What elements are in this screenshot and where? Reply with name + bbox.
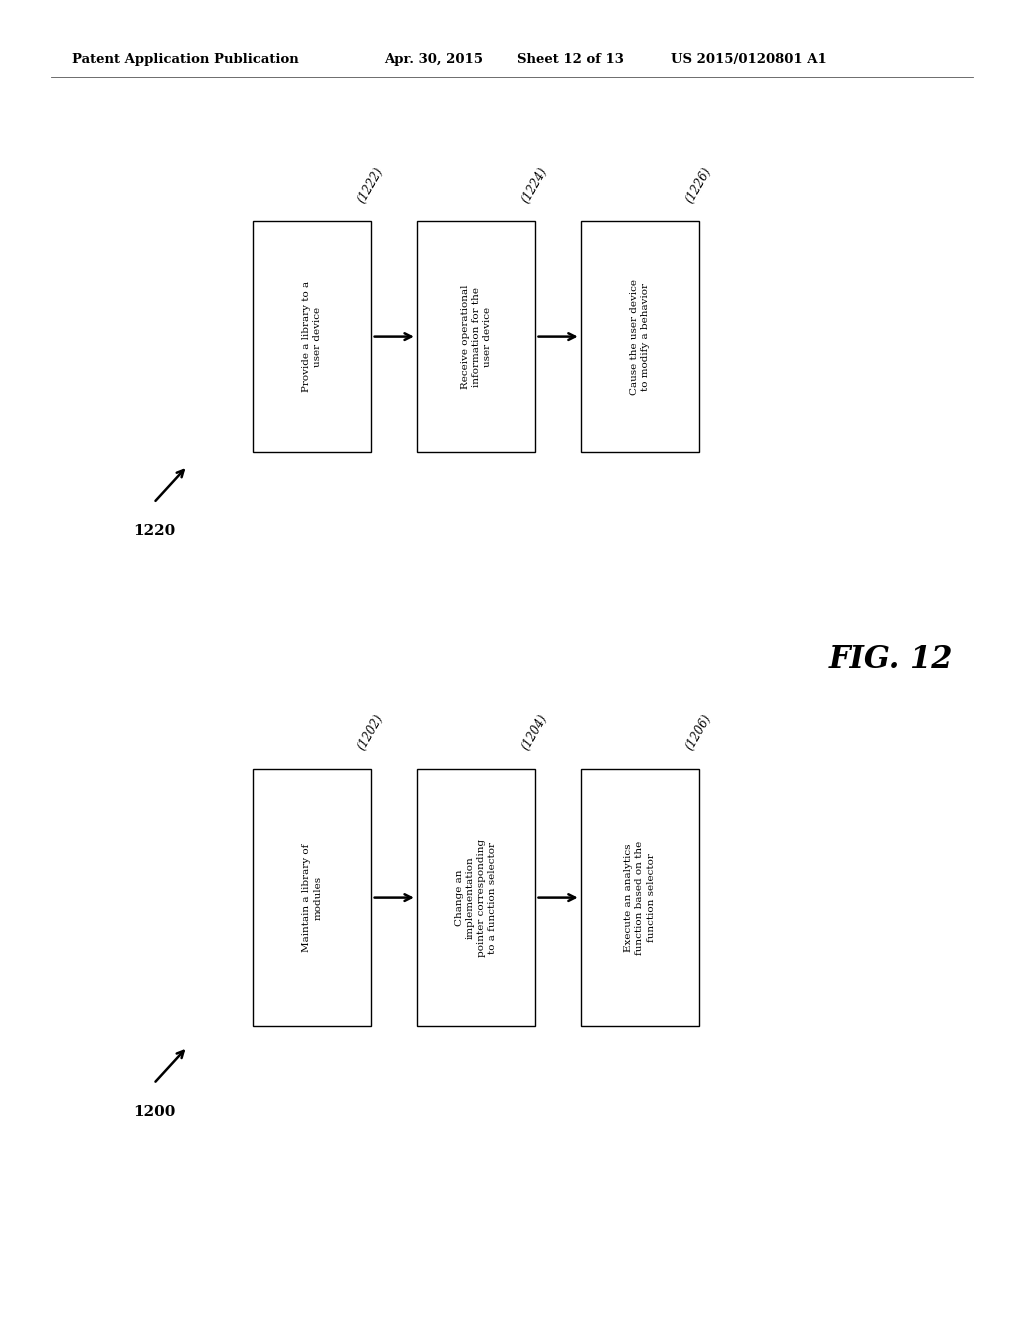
Text: (1226): (1226): [683, 165, 714, 205]
Text: US 2015/0120801 A1: US 2015/0120801 A1: [671, 53, 826, 66]
Bar: [418, 768, 536, 1027]
Text: Change an
implementation
pointer corresponding
to a function selector: Change an implementation pointer corresp…: [455, 838, 498, 957]
Text: Sheet 12 of 13: Sheet 12 of 13: [517, 53, 624, 66]
Text: (1204): (1204): [519, 713, 550, 752]
Bar: [582, 768, 698, 1027]
Bar: [254, 220, 371, 451]
Text: Patent Application Publication: Patent Application Publication: [72, 53, 298, 66]
Text: Cause the user device
to modify a behavior: Cause the user device to modify a behavi…: [630, 279, 650, 395]
Text: 1200: 1200: [133, 1105, 175, 1119]
Text: (1224): (1224): [519, 165, 550, 205]
Text: Apr. 30, 2015: Apr. 30, 2015: [384, 53, 483, 66]
Text: FIG. 12: FIG. 12: [828, 644, 953, 676]
Text: (1202): (1202): [355, 713, 386, 752]
Text: Execute an analytics
function based on the
function selector: Execute an analytics function based on t…: [625, 841, 655, 954]
Text: 1220: 1220: [133, 524, 175, 539]
Bar: [418, 220, 536, 451]
Text: (1222): (1222): [355, 165, 386, 205]
Bar: [582, 220, 698, 451]
Text: Provide a library to a
user device: Provide a library to a user device: [302, 281, 323, 392]
Text: Receive operational
information for the
user device: Receive operational information for the …: [461, 284, 492, 389]
Bar: [254, 768, 371, 1027]
Text: Maintain a library of
modules: Maintain a library of modules: [302, 843, 323, 952]
Text: (1206): (1206): [683, 713, 714, 752]
